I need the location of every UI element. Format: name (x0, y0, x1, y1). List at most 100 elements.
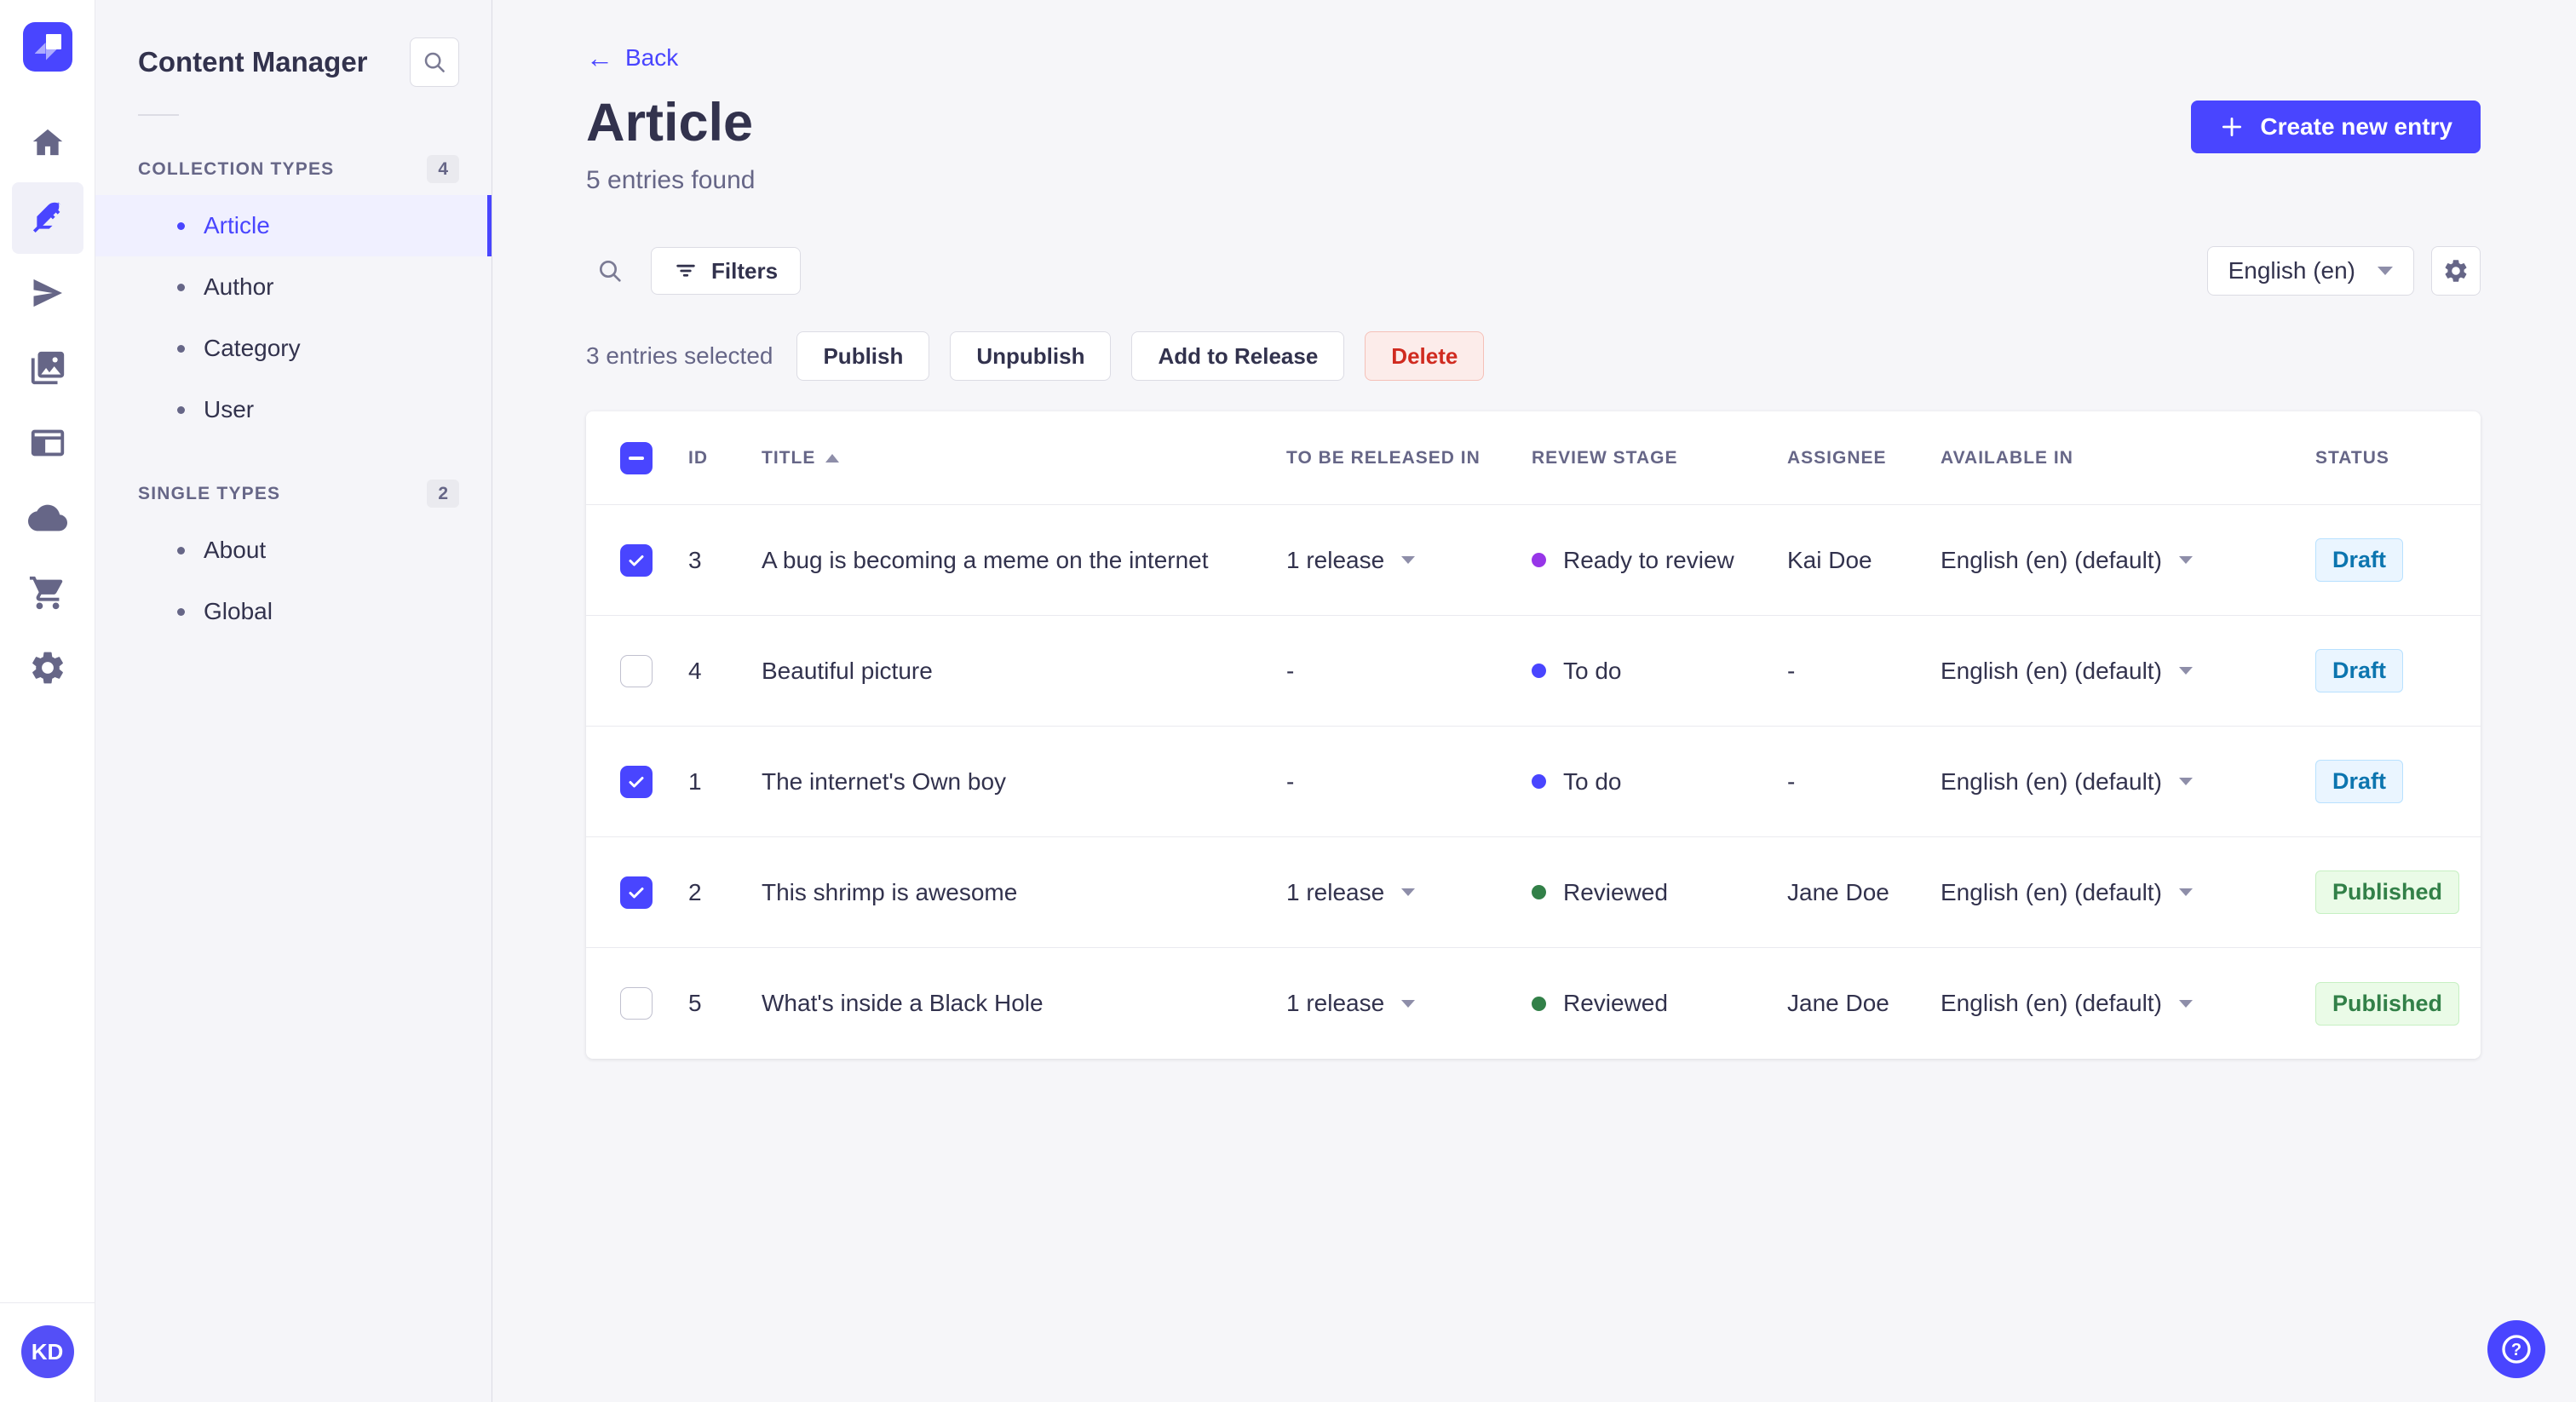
back-label: Back (625, 44, 679, 71)
chevron-down-icon (2378, 267, 2393, 276)
table-row[interactable]: 1 The internet's Own boy - To do - Engli… (586, 727, 2481, 838)
subnav-item[interactable]: About (95, 520, 492, 581)
bullet-icon (177, 221, 185, 230)
rail-icon-nav (11, 107, 83, 704)
row-checkbox[interactable] (620, 876, 653, 909)
column-header-id[interactable]: ID (688, 447, 708, 468)
back-link[interactable]: ← Back (586, 44, 678, 72)
column-header-assignee[interactable]: ASSIGNEE (1787, 447, 1887, 468)
subnav-item[interactable]: User (95, 379, 492, 440)
subnav-item[interactable]: Global (95, 581, 492, 642)
stage-dot-icon (1532, 996, 1546, 1011)
table-row[interactable]: 3 A bug is becoming a meme on the intern… (586, 505, 2481, 617)
delete-button[interactable]: Delete (1365, 331, 1485, 382)
cell-available-in: English (en) (default) (1941, 768, 2315, 796)
cell-assignee: - (1787, 767, 1796, 795)
table-row[interactable]: 4 Beautiful picture - To do - English (e… (586, 616, 2481, 727)
create-new-entry-button[interactable]: Create new entry (2191, 101, 2481, 153)
cell-id: 2 (688, 878, 702, 905)
entries-count: 5 entries found (586, 166, 756, 195)
content-type-builder-icon[interactable] (12, 407, 83, 479)
cell-status: Draft (2315, 649, 2481, 693)
row-checkbox[interactable] (620, 654, 653, 687)
user-avatar[interactable]: KD (20, 1325, 74, 1378)
marketplace-cart-icon[interactable] (12, 557, 83, 629)
logo-shape (45, 34, 61, 49)
search-entries-button[interactable] (586, 247, 634, 295)
cell-release: 1 release (1286, 879, 1532, 906)
cell-title[interactable]: Beautiful picture (762, 657, 933, 684)
cell-available-in: English (en) (default) (1941, 879, 2315, 906)
stage-dot-icon (1532, 885, 1546, 900)
media-library-icon[interactable] (12, 332, 83, 404)
locale-dropdown-caret[interactable] (2178, 556, 2193, 565)
stage-dot-icon (1532, 774, 1546, 790)
bullet-icon (177, 405, 185, 414)
sort-ascending-icon[interactable] (825, 453, 840, 463)
release-dropdown-caret[interactable] (1401, 999, 1416, 1008)
cell-review-stage: To do (1532, 658, 1787, 685)
settings-icon[interactable] (12, 632, 83, 704)
cell-release: - (1286, 657, 1295, 684)
locale-dropdown-caret[interactable] (2178, 999, 2193, 1008)
search-icon (424, 52, 445, 72)
filters-button[interactable]: Filters (651, 247, 802, 296)
locale-dropdown-caret[interactable] (2178, 667, 2193, 675)
subnav-item[interactable]: Article (95, 195, 492, 256)
subnav-item-label: Author (204, 273, 274, 300)
search-button[interactable] (410, 37, 459, 87)
release-dropdown-caret[interactable] (1401, 888, 1416, 897)
cell-status: Published (2315, 981, 2481, 1026)
subnav-item[interactable]: Category (95, 318, 492, 379)
cell-title[interactable]: What's inside a Black Hole (762, 990, 1044, 1017)
subnav-item[interactable]: Author (95, 256, 492, 318)
locale-dropdown-caret[interactable] (2178, 888, 2193, 897)
content-manager-icon[interactable] (11, 182, 83, 254)
search-icon (600, 261, 621, 282)
transfer-icon[interactable] (12, 257, 83, 329)
cell-id: 5 (688, 990, 702, 1017)
cell-assignee: Jane Doe (1787, 990, 1889, 1017)
add-to-release-button[interactable]: Add to Release (1131, 331, 1345, 382)
strapi-logo[interactable] (22, 22, 72, 72)
plus-icon (2222, 117, 2242, 137)
select-all-checkbox[interactable] (620, 441, 653, 474)
row-checkbox[interactable] (620, 543, 653, 577)
cell-id: 1 (688, 767, 702, 795)
subnav-item-label: Category (204, 335, 301, 361)
main-content: ← Back Article 5 entries found Create ne… (492, 0, 2576, 1402)
cell-title[interactable]: The internet's Own boy (762, 767, 1007, 795)
row-checkbox[interactable] (620, 987, 653, 1020)
cell-status: Draft (2315, 538, 2481, 583)
table-row[interactable]: 2 This shrimp is awesome 1 release Revie… (586, 837, 2481, 949)
help-button[interactable]: ? (2487, 1320, 2545, 1378)
home-icon[interactable] (12, 107, 83, 179)
subnav-item-label: About (204, 537, 267, 563)
publish-button[interactable]: Publish (796, 331, 930, 382)
view-settings-button[interactable] (2431, 246, 2481, 296)
cell-title[interactable]: A bug is becoming a meme on the internet (762, 546, 1209, 573)
cell-id: 3 (688, 546, 702, 573)
cloud-icon[interactable] (12, 482, 83, 554)
table-row[interactable]: 5 What's inside a Black Hole 1 release R… (586, 948, 2481, 1059)
release-dropdown-caret[interactable] (1401, 556, 1416, 565)
unpublish-button[interactable]: Unpublish (950, 331, 1112, 382)
cell-title[interactable]: This shrimp is awesome (762, 878, 1018, 905)
column-header-to-be-released-in[interactable]: TO BE RELEASED IN (1286, 447, 1481, 468)
locale-dropdown-caret[interactable] (2178, 778, 2193, 786)
column-header-status[interactable]: STATUS (2315, 447, 2389, 468)
column-header-title[interactable]: TITLE (762, 448, 1286, 468)
locale-select[interactable]: English (en) (2206, 246, 2414, 296)
divider (138, 114, 179, 116)
row-checkbox[interactable] (620, 765, 653, 798)
single-types-label: SINGLE TYPES (138, 483, 281, 503)
cell-available-in: English (en) (default) (1941, 990, 2315, 1017)
cell-id: 4 (688, 657, 702, 684)
filters-label: Filters (711, 257, 779, 284)
cell-review-stage: Reviewed (1532, 879, 1787, 906)
column-header-available-in[interactable]: AVAILABLE IN (1941, 447, 2073, 468)
check-icon (629, 554, 644, 566)
column-header-review-stage[interactable]: REVIEW STAGE (1532, 447, 1678, 468)
cell-assignee: - (1787, 657, 1796, 684)
